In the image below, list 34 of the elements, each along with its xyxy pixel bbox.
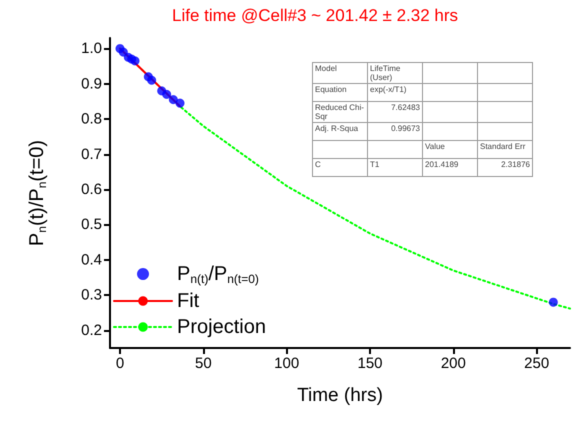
legend-label: Fit: [177, 290, 200, 312]
x-tick-label: 250: [524, 355, 550, 372]
annotation: 2.31876: [478, 158, 532, 176]
y-tick-label: 0.5: [81, 216, 102, 234]
x-axis-title: Time (hrs): [297, 385, 383, 406]
annotation: T1: [368, 158, 422, 176]
y-tick-label: 0.3: [81, 286, 102, 304]
annotation: exp(-x/T1): [368, 84, 422, 102]
annotation: Value: [422, 140, 478, 158]
y-tick-label: 1.0: [81, 40, 102, 58]
y-tick-label: 0.8: [81, 110, 102, 128]
y-tick-label: 0.7: [81, 146, 102, 163]
legend-label: Projection: [177, 316, 266, 338]
annotation: 7.62483: [368, 102, 422, 122]
x-tick-label: 150: [357, 355, 383, 372]
x-tick-label: 100: [274, 355, 300, 372]
x-tick-label: 200: [440, 355, 466, 372]
annotation: Reduced Chi-Sqr: [312, 102, 368, 122]
y-tick-label: 0.2: [81, 322, 102, 339]
annotation: LifeTime (User): [368, 62, 422, 84]
annotation: C: [312, 158, 368, 176]
y-axis-title: Pn(t)/Pn(t=0): [26, 140, 49, 246]
x-tick-label: 50: [194, 355, 212, 372]
chart-title: Life time @Cell#3 ~ 201.42 ± 2.32 hrs: [172, 6, 458, 25]
y-tick-label: 0.4: [81, 251, 102, 268]
annotation: Adj. R-Squa: [312, 122, 368, 140]
annotation: Model: [312, 62, 368, 84]
x-tick-label: 0: [116, 355, 124, 372]
annotation: 0.99673: [368, 122, 422, 140]
annotation: Equation: [312, 84, 368, 102]
annotation: Standard Err: [478, 140, 532, 158]
y-tick-label: 0.6: [81, 180, 102, 198]
annotation: 201.4189: [422, 158, 478, 176]
y-tick-label: 0.9: [81, 75, 102, 92]
